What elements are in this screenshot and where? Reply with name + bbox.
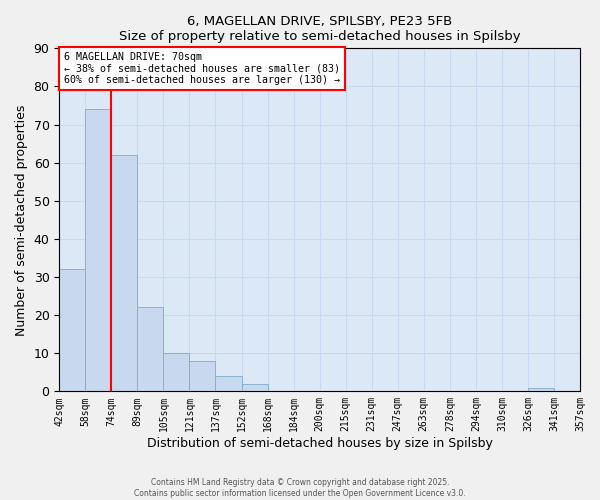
Bar — [528, 388, 554, 392]
Text: 6 MAGELLAN DRIVE: 70sqm
← 38% of semi-detached houses are smaller (83)
60% of se: 6 MAGELLAN DRIVE: 70sqm ← 38% of semi-de… — [64, 52, 340, 85]
Bar — [215, 376, 242, 392]
Text: Contains HM Land Registry data © Crown copyright and database right 2025.
Contai: Contains HM Land Registry data © Crown c… — [134, 478, 466, 498]
Bar — [163, 353, 190, 392]
Bar — [137, 308, 163, 392]
Bar — [85, 110, 112, 392]
Bar — [242, 384, 268, 392]
Bar — [59, 270, 85, 392]
X-axis label: Distribution of semi-detached houses by size in Spilsby: Distribution of semi-detached houses by … — [147, 437, 493, 450]
Bar — [112, 155, 137, 392]
Bar — [190, 361, 215, 392]
Y-axis label: Number of semi-detached properties: Number of semi-detached properties — [15, 104, 28, 336]
Title: 6, MAGELLAN DRIVE, SPILSBY, PE23 5FB
Size of property relative to semi-detached : 6, MAGELLAN DRIVE, SPILSBY, PE23 5FB Siz… — [119, 15, 520, 43]
